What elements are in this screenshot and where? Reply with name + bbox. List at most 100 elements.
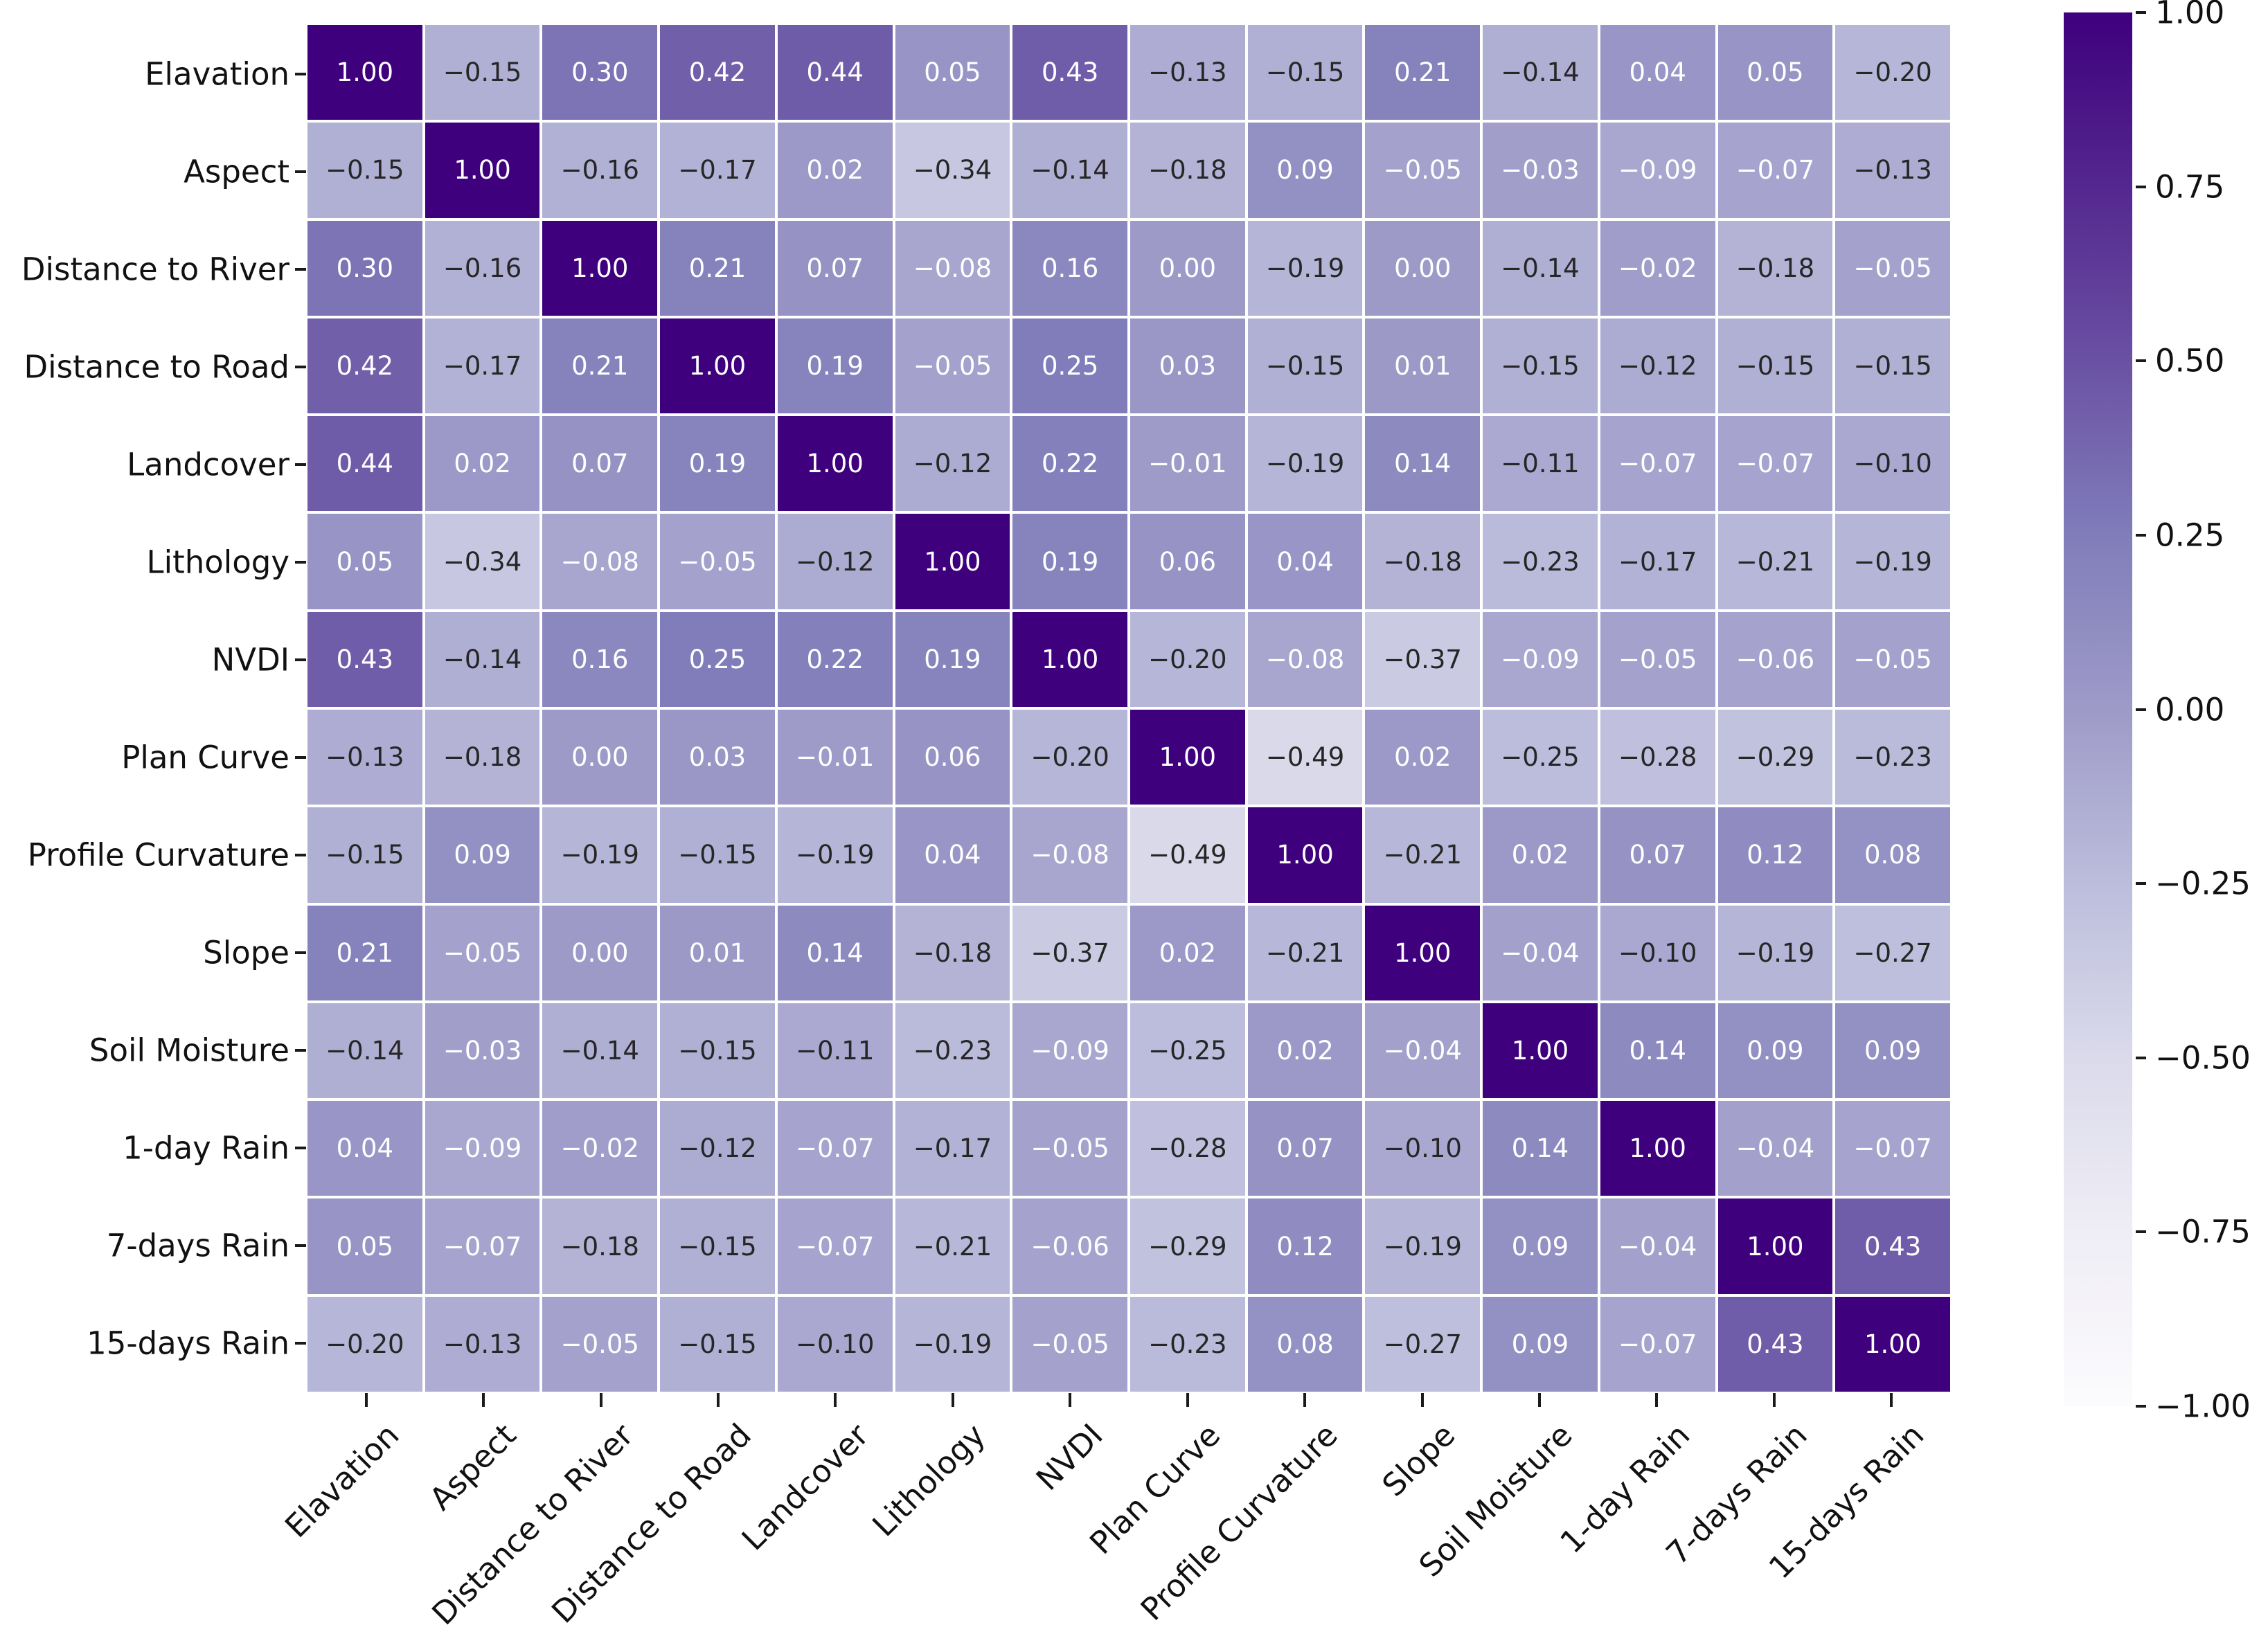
heatmap-cell: 0.04 xyxy=(1247,514,1363,609)
heatmap-cell: −0.37 xyxy=(1012,905,1127,1000)
heatmap-cell: −0.15 xyxy=(425,25,540,120)
y-tick-label: Distance to River xyxy=(21,251,289,287)
heatmap-cell: −0.06 xyxy=(1012,1198,1127,1294)
heatmap-cell: −0.10 xyxy=(1365,1101,1481,1196)
heatmap-cell: −0.04 xyxy=(1483,905,1598,1000)
heatmap-cell: −0.19 xyxy=(777,807,893,903)
heatmap-cell: −0.14 xyxy=(1012,123,1127,218)
y-tick-mark xyxy=(295,755,306,759)
heatmap-cell: −0.08 xyxy=(542,514,658,609)
heatmap-cell: 0.02 xyxy=(425,416,540,512)
heatmap-cell: 0.21 xyxy=(1365,25,1481,120)
heatmap-grid: 1.00 −0.15 0.30 0.42 0.44 0.05 0.43 −0.13 −0.15 0… xyxy=(307,25,1950,1392)
heatmap-cell: 0.25 xyxy=(1012,318,1127,414)
heatmap-cell: −0.15 xyxy=(1247,318,1363,414)
heatmap-cell: 0.08 xyxy=(1247,1296,1363,1392)
heatmap-cell: −0.18 xyxy=(1365,514,1481,609)
heatmap-cell: 1.00 xyxy=(1717,1198,1833,1294)
heatmap-cell: −0.08 xyxy=(1012,807,1127,903)
y-tick-mark xyxy=(295,1146,306,1149)
heatmap-cell: −0.13 xyxy=(425,1296,540,1392)
x-tick-mark xyxy=(1186,1393,1189,1407)
heatmap-cell: −0.15 xyxy=(1483,318,1598,414)
heatmap-cell: 0.09 xyxy=(1717,1003,1833,1099)
heatmap-cell: −0.20 xyxy=(1012,710,1127,805)
colorbar-tick-mark xyxy=(2136,533,2146,537)
heatmap-cell: 1.00 xyxy=(660,318,775,414)
heatmap-cell: −0.20 xyxy=(1835,25,1950,120)
heatmap-cell: −0.34 xyxy=(895,123,1010,218)
x-tick-label: Landcover xyxy=(734,1417,875,1558)
heatmap-cell: 0.09 xyxy=(1247,123,1363,218)
colorbar-tick-mark xyxy=(2136,708,2146,711)
heatmap-cell: −0.07 xyxy=(777,1198,893,1294)
heatmap-cell: −0.05 xyxy=(895,318,1010,414)
y-tick-mark xyxy=(295,463,306,466)
heatmap-cell: −0.02 xyxy=(1600,220,1715,316)
heatmap-cell: 0.02 xyxy=(1130,905,1245,1000)
heatmap-cell: −0.13 xyxy=(307,710,422,805)
x-tick-mark xyxy=(951,1393,954,1407)
heatmap-cell: 1.00 xyxy=(1247,807,1363,903)
heatmap-cell: 0.04 xyxy=(1600,25,1715,120)
heatmap-cell: −0.05 xyxy=(542,1296,658,1392)
heatmap-cell: 1.00 xyxy=(307,25,422,120)
colorbar-tick-mark xyxy=(2136,882,2146,886)
heatmap-cell: 0.21 xyxy=(542,318,658,414)
y-tick-label: 7-days Rain xyxy=(106,1227,289,1264)
heatmap-cell: −0.15 xyxy=(660,1296,775,1392)
y-tick-label: Distance to Road xyxy=(24,348,289,385)
heatmap-cell: 0.07 xyxy=(1600,807,1715,903)
x-tick-label: Distance to Road xyxy=(544,1417,758,1631)
heatmap-cell: 1.00 xyxy=(1012,611,1127,707)
heatmap-cell: −0.05 xyxy=(1365,123,1481,218)
heatmap-cell: −0.27 xyxy=(1835,905,1950,1000)
heatmap-cell: 1.00 xyxy=(895,514,1010,609)
heatmap-cell: −0.18 xyxy=(425,710,540,805)
heatmap-cell: 0.01 xyxy=(1365,318,1481,414)
heatmap-cell: −0.05 xyxy=(1012,1101,1127,1196)
heatmap-cell: 1.00 xyxy=(542,220,658,316)
x-tick-mark xyxy=(1772,1393,1776,1407)
heatmap-cell: 0.44 xyxy=(777,25,893,120)
heatmap-cell: −0.15 xyxy=(307,123,422,218)
x-tick-mark xyxy=(482,1393,485,1407)
x-tick-label: Elavation xyxy=(277,1417,407,1545)
heatmap-cell: −0.07 xyxy=(1600,1296,1715,1392)
heatmap-cell: −0.19 xyxy=(1247,220,1363,316)
heatmap-cell: −0.02 xyxy=(542,1101,658,1196)
colorbar-tick-label: −0.25 xyxy=(2155,865,2251,902)
y-tick-mark xyxy=(295,853,306,856)
x-tick-mark xyxy=(1420,1393,1424,1407)
heatmap-cell: −0.01 xyxy=(777,710,893,805)
heatmap-cell: −0.19 xyxy=(1717,905,1833,1000)
heatmap-cell: 0.14 xyxy=(1483,1101,1598,1196)
heatmap-cell: −0.05 xyxy=(1600,611,1715,707)
colorbar-tick-mark xyxy=(2136,1230,2146,1234)
heatmap-cell: −0.07 xyxy=(1600,416,1715,512)
heatmap-cell: 0.12 xyxy=(1247,1198,1363,1294)
heatmap-cell: −0.14 xyxy=(425,611,540,707)
x-tick-mark xyxy=(1890,1393,1893,1407)
y-tick-mark xyxy=(295,1244,306,1247)
y-tick-mark xyxy=(295,1048,306,1052)
heatmap-cell: −0.10 xyxy=(1600,905,1715,1000)
heatmap-cell: −0.23 xyxy=(1130,1296,1245,1392)
heatmap-cell: −0.05 xyxy=(1835,611,1950,707)
heatmap-cell: 0.05 xyxy=(307,1198,422,1294)
heatmap-cell: −0.04 xyxy=(1365,1003,1481,1099)
heatmap-cell: 0.30 xyxy=(542,25,658,120)
heatmap-cell: −0.20 xyxy=(1130,611,1245,707)
colorbar-tick-label: −0.75 xyxy=(2155,1213,2251,1250)
colorbar-tick-mark xyxy=(2136,1405,2146,1408)
heatmap-cell: −0.07 xyxy=(777,1101,893,1196)
heatmap-cell: −0.20 xyxy=(307,1296,422,1392)
colorbar-tick-label: 0.75 xyxy=(2155,168,2225,206)
heatmap-cell: 0.06 xyxy=(1130,514,1245,609)
heatmap-cell: 0.00 xyxy=(542,905,658,1000)
y-tick-mark xyxy=(295,560,306,564)
heatmap-cell: 0.00 xyxy=(542,710,658,805)
y-tick-mark xyxy=(295,658,306,661)
heatmap-cell: 0.14 xyxy=(1600,1003,1715,1099)
heatmap-cell: 0.01 xyxy=(660,905,775,1000)
